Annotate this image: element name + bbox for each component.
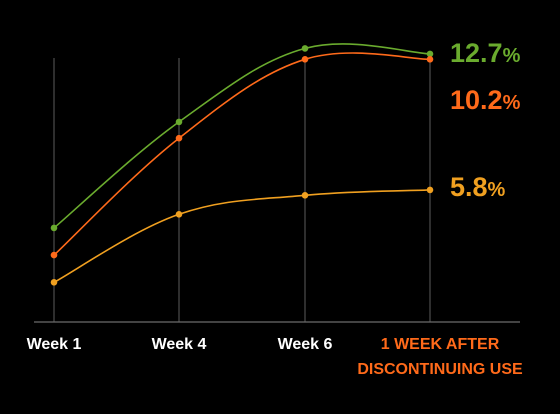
series-2-end-unit: % xyxy=(503,92,521,114)
vertical-gridlines xyxy=(53,58,431,322)
series-2-end-label: 10.2% xyxy=(450,85,521,115)
x-tick-label-4-line-2: DISCONTINUING USE xyxy=(357,361,523,378)
series-2-end-value: 10.2 xyxy=(450,85,503,115)
series-3-end-value: 5.8 xyxy=(450,172,488,202)
series-3-end-unit: % xyxy=(488,179,506,201)
x-tick-label-2: Week 4 xyxy=(152,336,207,353)
x-tick-label-2-line-1: Week 4 xyxy=(152,336,207,353)
series-lines xyxy=(50,43,434,286)
x-tick-label-3: Week 6 xyxy=(278,336,333,353)
series-1-point-4 xyxy=(426,50,434,58)
series-2-point-2 xyxy=(175,134,183,142)
series-3-point-1 xyxy=(50,279,58,286)
series-3-end-label: 5.8% xyxy=(450,172,506,202)
series-3 xyxy=(50,186,434,286)
series-2-point-1 xyxy=(50,251,58,259)
x-tick-label-1-line-1: Week 1 xyxy=(27,336,82,353)
series-2-line xyxy=(53,52,431,256)
x-tick-label-4-line-1: 1 WEEK AFTER xyxy=(381,336,500,353)
x-axis-tick-labels: Week 1 Week 4 Week 6 1 WEEK AFTER DISCONTINU… xyxy=(27,336,523,378)
series-3-line xyxy=(53,189,431,284)
series-1-point-3 xyxy=(301,45,309,52)
series-1-line xyxy=(53,43,431,229)
series-3-point-4 xyxy=(426,186,434,194)
series-1-end-label: 12.7% xyxy=(450,38,521,68)
series-1-point-2 xyxy=(175,118,183,126)
series-2-point-3 xyxy=(301,56,309,63)
x-tick-label-4: 1 WEEK AFTER DISCONTINUING USE xyxy=(357,336,523,378)
series-3-point-3 xyxy=(301,192,309,199)
series-2-point-4 xyxy=(426,56,434,63)
series-3-point-2 xyxy=(175,211,183,218)
series-1-end-value: 12.7 xyxy=(450,38,503,68)
series-1-point-1 xyxy=(50,224,58,232)
x-tick-label-1: Week 1 xyxy=(27,336,82,353)
series-1-end-unit: % xyxy=(503,45,521,67)
x-tick-label-3-line-1: Week 6 xyxy=(278,336,333,353)
series-1 xyxy=(50,43,434,232)
series-2 xyxy=(50,52,434,259)
series-end-labels: 12.7%10.2%5.8% xyxy=(450,38,521,202)
